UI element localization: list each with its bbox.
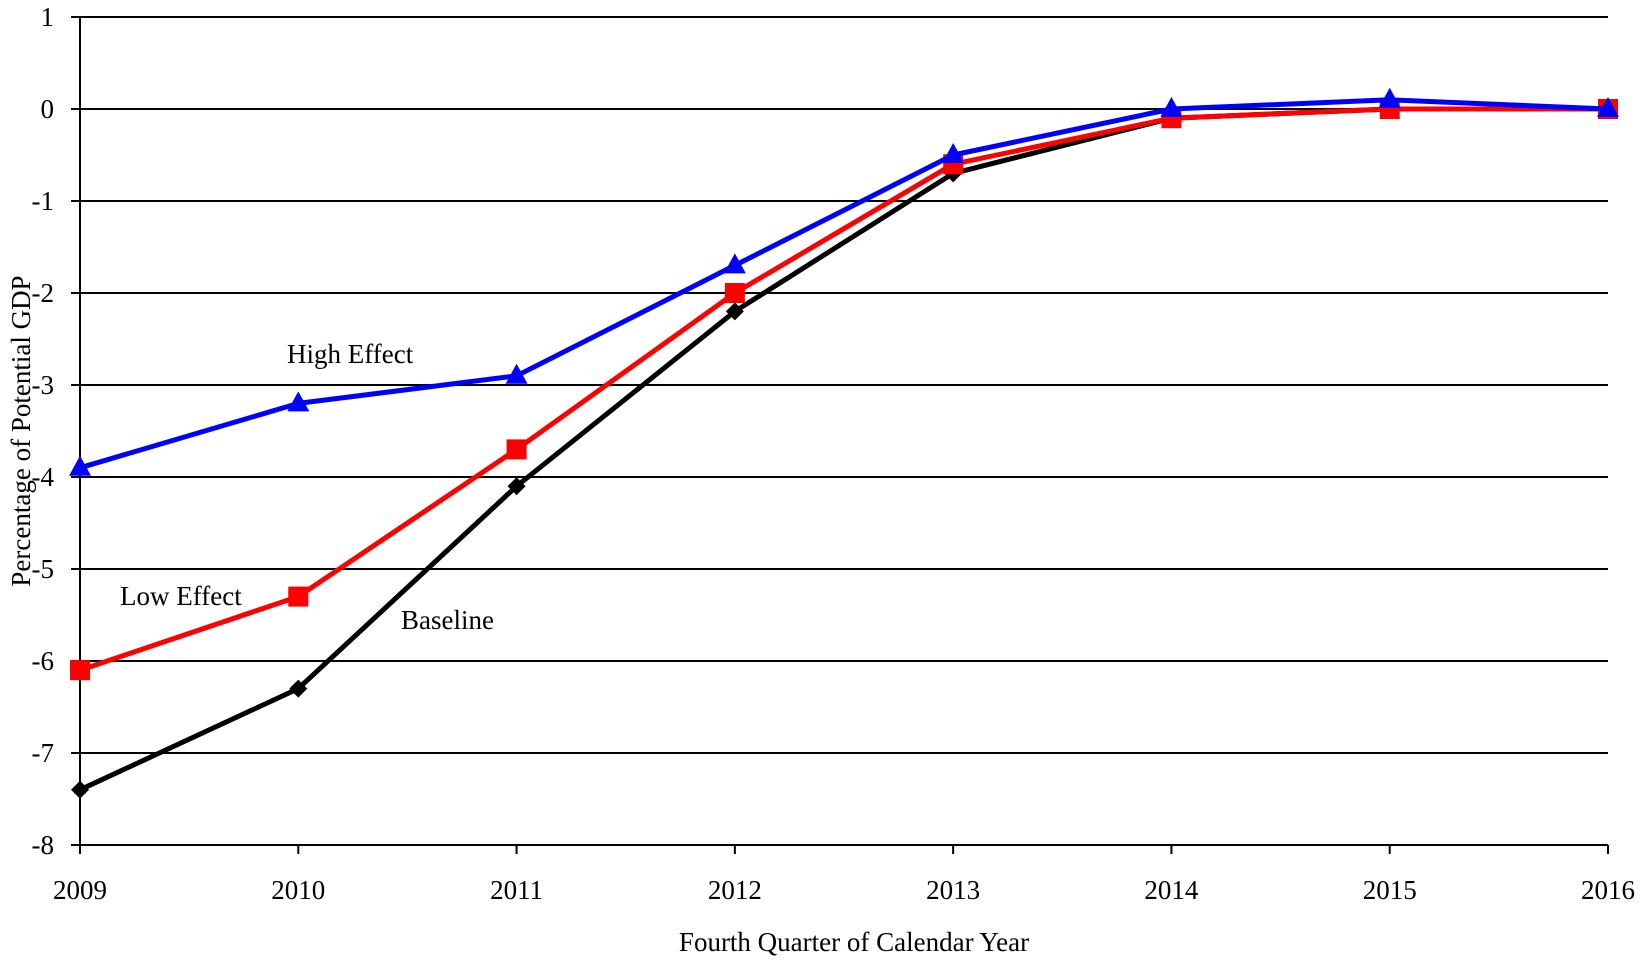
axes <box>71 16 1609 854</box>
baseline-point <box>725 302 744 321</box>
baseline-point <box>289 679 308 698</box>
high-effect-point <box>723 253 746 274</box>
x-tick-label: 2013 <box>926 875 980 905</box>
y-tick-label: -8 <box>32 830 55 860</box>
y-tick-label: -1 <box>32 186 55 216</box>
low-effect-point <box>70 660 90 681</box>
x-axis-title: Fourth Quarter of Calendar Year <box>679 927 1029 957</box>
series-label-high-effect: High Effect <box>287 339 414 369</box>
labels: 1 0 -1 -2 -3 -4 -5 -6 -7 -8 2009 2010 2011 2012 2013 20… <box>6 2 1635 957</box>
baseline-point <box>71 780 89 799</box>
series-line-high-effect <box>79 97 1609 471</box>
high-effect-point <box>1160 97 1183 117</box>
high-effect-point <box>942 143 965 163</box>
y-tick-label: -4 <box>32 462 55 492</box>
series-label-baseline: Baseline <box>401 605 494 635</box>
series-label-low-effect: Low Effect <box>120 581 242 611</box>
y-tick-label: -5 <box>32 554 55 584</box>
y-tick-label: 0 <box>41 94 55 124</box>
x-tick-label: 2012 <box>708 875 762 905</box>
gridlines <box>80 16 1608 846</box>
low-effect-point <box>288 586 309 607</box>
low-effect-point <box>506 439 527 460</box>
y-tick-label: -7 <box>32 738 55 768</box>
y-tick-label: -6 <box>32 646 55 676</box>
x-tick-label: 2011 <box>490 875 543 905</box>
y-axis-title: Percentage of Potential GDP <box>6 275 36 586</box>
series-line-low-effect <box>79 106 1608 673</box>
series-lines <box>69 87 1619 799</box>
high-effect-point <box>287 391 310 412</box>
high-effect-point <box>1378 87 1401 108</box>
high-effect-point <box>69 455 91 476</box>
y-tick-label: -3 <box>32 370 55 400</box>
x-tick-label: 2016 <box>1581 875 1635 905</box>
high-effect-point <box>505 363 528 384</box>
high-effect-point <box>1597 97 1619 117</box>
x-tick-label: 2014 <box>1144 875 1199 905</box>
y-tick-label: -2 <box>32 278 55 308</box>
y-tick-label: 1 <box>41 2 55 32</box>
low-effect-point <box>724 283 745 303</box>
x-tick-label: 2015 <box>1363 875 1417 905</box>
x-tick-label: 2010 <box>271 875 325 905</box>
x-tick-label: 2009 <box>53 875 107 905</box>
baseline-point <box>507 477 526 496</box>
